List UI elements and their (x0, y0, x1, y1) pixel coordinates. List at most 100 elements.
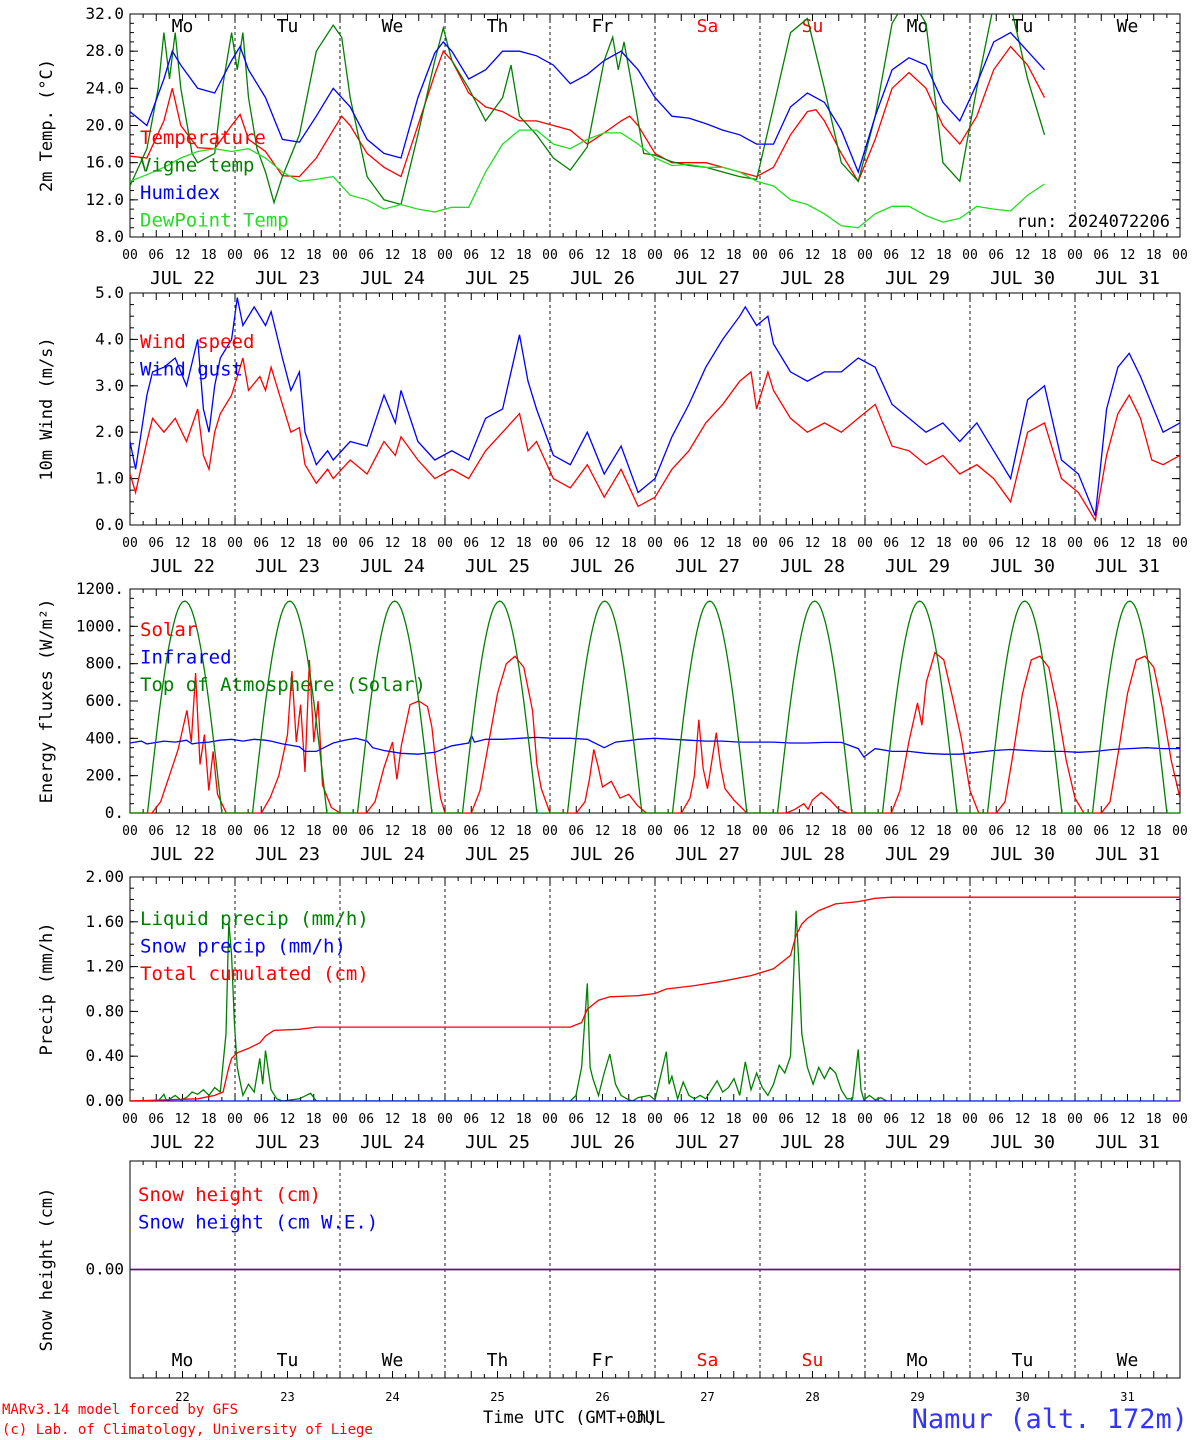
legend-entry: Infrared (140, 647, 232, 669)
weekday-label: We (1117, 16, 1139, 37)
weekday-label: Su (802, 1350, 824, 1371)
day-label: JUL 29 (885, 556, 950, 577)
hour-tick-label: 00 (647, 824, 663, 839)
series-line-infrared (130, 733, 1180, 758)
panel-precip: 0.00 0.40 0.80 1.20 1.60 2.00 Precip (mm/h) 00 0… (37, 867, 1188, 1153)
hour-tick-label: 00 (1067, 1112, 1083, 1127)
hour-tick-label: 00 (962, 824, 978, 839)
y-tick-label: 4.0 (95, 329, 124, 348)
hour-tick-label: 18 (306, 824, 322, 839)
hour-tick-label: 12 (385, 824, 401, 839)
hour-tick-label: 18 (831, 1112, 847, 1127)
hour-tick-label: 12 (595, 248, 611, 263)
hour-tick-label: 00 (122, 1112, 138, 1127)
day-label: JUL 28 (780, 556, 845, 577)
day-label: JUL 23 (255, 268, 320, 289)
hour-tick-label: 12 (1120, 824, 1136, 839)
hour-tick-label: 06 (358, 1112, 374, 1127)
hour-tick-label: 00 (227, 824, 243, 839)
hour-tick-label: 06 (778, 824, 794, 839)
hour-tick-label: 00 (122, 536, 138, 551)
day-label: JUL 24 (360, 1132, 425, 1153)
series-line-temperature (130, 45, 1046, 183)
hour-tick-label: 00 (1067, 248, 1083, 263)
hour-tick-label: 18 (306, 1112, 322, 1127)
hour-tick-label: 00 (227, 248, 243, 263)
hour-tick-label: 12 (595, 1112, 611, 1127)
hour-tick-label: 18 (516, 1112, 532, 1127)
day-label: JUL 26 (570, 1132, 635, 1153)
hour-tick-label: 18 (306, 536, 322, 551)
hour-tick-label: 12 (280, 536, 296, 551)
hour-tick-label: 12 (490, 824, 506, 839)
footer-model-line: MARv3.14 model forced by GFS (2, 1402, 238, 1418)
legend-entry: Humidex (140, 182, 220, 204)
hour-tick-label: 12 (595, 536, 611, 551)
panel-frame (129, 13, 1181, 238)
hour-tick-label: 00 (962, 536, 978, 551)
weekday-label: Tu (1012, 1350, 1034, 1371)
day-label: JUL 31 (1095, 556, 1160, 577)
hour-tick-label: 12 (1120, 536, 1136, 551)
legend-entry: Total cumulated (cm) (140, 963, 369, 985)
y-axis-label: Snow height (cm) (37, 1188, 57, 1352)
hour-tick-label: 12 (385, 536, 401, 551)
y-tick-label: 400. (85, 728, 124, 747)
hour-tick-label: 00 (437, 536, 453, 551)
hour-tick-label: 00 (227, 1112, 243, 1127)
hour-tick-label: 06 (673, 248, 689, 263)
day-label: JUL 24 (360, 268, 425, 289)
hour-tick-label: 06 (463, 824, 479, 839)
hour-tick-label: 00 (332, 1112, 348, 1127)
legend-entry: Snow height (cm) (138, 1184, 321, 1206)
series-line-dewpoint-temp (130, 129, 1045, 229)
weekday-label: Mo (907, 1350, 929, 1371)
hour-tick-label: 18 (1041, 824, 1057, 839)
hour-tick-label: 12 (700, 1112, 716, 1127)
hour-tick-label: 12 (280, 824, 296, 839)
hour-tick-label: 00 (437, 1112, 453, 1127)
hour-tick-label: 18 (936, 536, 952, 551)
hour-tick-label: 12 (805, 248, 821, 263)
hour-tick-label: 06 (463, 1112, 479, 1127)
hour-tick-label: 00 (1172, 536, 1188, 551)
y-tick-label: 24.0 (85, 78, 124, 97)
hour-tick-label: 06 (1093, 1112, 1109, 1127)
hour-tick-label: 18 (1146, 1112, 1162, 1127)
hour-tick-label: 00 (647, 536, 663, 551)
legend-entry: Wind speed (140, 331, 254, 353)
series-line-solar (130, 651, 1180, 813)
day-label: JUL 22 (150, 556, 215, 577)
series-line-vigne-temp (130, 14, 1046, 206)
day-label: JUL 22 (150, 268, 215, 289)
panel-frame (129, 588, 1181, 814)
y-tick-label: 200. (85, 766, 124, 785)
hour-tick-label: 18 (621, 536, 637, 551)
hour-tick-label: 12 (595, 824, 611, 839)
y-tick-label: 5.0 (95, 283, 124, 302)
weekday-label: Th (487, 16, 509, 37)
series-group (130, 14, 1046, 229)
run-label: run: 2024072206 (1016, 212, 1170, 232)
day-label: JUL 29 (885, 268, 950, 289)
hour-tick-label: 06 (358, 824, 374, 839)
weekday-label: Mo (172, 1350, 194, 1371)
hour-tick-label: 18 (516, 536, 532, 551)
series-line-wind-speed (130, 357, 1180, 523)
series-group (130, 896, 1180, 1101)
hour-tick-label: 00 (122, 824, 138, 839)
hour-tick-label: 06 (883, 824, 899, 839)
y-tick-label: 1.60 (85, 912, 124, 931)
hour-tick-label: 00 (647, 248, 663, 263)
hour-tick-label: 12 (1120, 1112, 1136, 1127)
hour-tick-label: 06 (673, 824, 689, 839)
hour-tick-label: 18 (1146, 248, 1162, 263)
weekday-label: Fr (592, 16, 614, 37)
day-label: JUL 27 (675, 844, 740, 865)
hour-tick-label: 06 (988, 536, 1004, 551)
hour-tick-label: 00 (1172, 248, 1188, 263)
y-tick-label: 20.0 (85, 116, 124, 135)
hour-tick-label: 18 (516, 824, 532, 839)
hour-tick-label: 00 (332, 824, 348, 839)
day-label: JUL 26 (570, 268, 635, 289)
